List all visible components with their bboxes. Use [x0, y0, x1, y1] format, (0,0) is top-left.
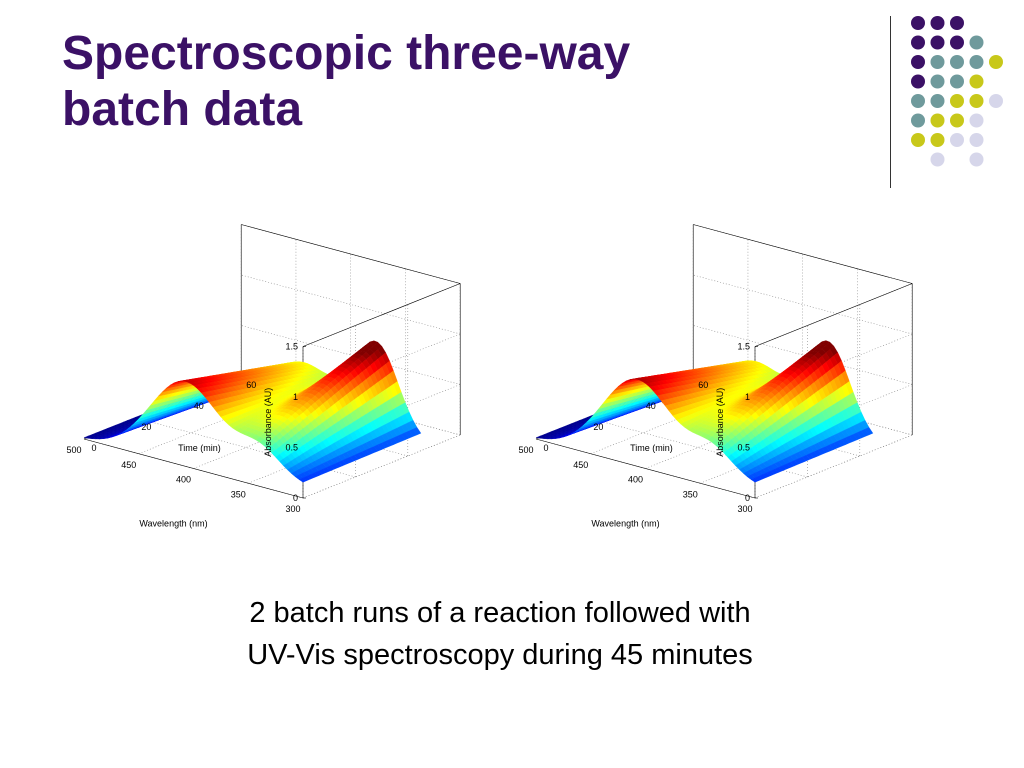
- decorative-dot: [950, 133, 964, 147]
- decorative-dot: [930, 152, 945, 167]
- x-tick-label: 400: [176, 475, 191, 485]
- y-tick-label: 40: [194, 401, 204, 411]
- decorative-dot: [969, 35, 984, 50]
- slide-title-line-1: Spectroscopic three-way: [62, 27, 631, 80]
- caption-line-1: 2 batch runs of a reaction followed with: [249, 597, 751, 629]
- z-tick-label: 1.5: [737, 342, 750, 352]
- x-tick-label: 400: [628, 475, 643, 485]
- z-axis-title: Absorbance (AU): [263, 388, 273, 457]
- decorative-dot: [911, 35, 925, 50]
- y-axis-title: Time (min): [630, 443, 673, 453]
- decorative-dot: [950, 113, 964, 128]
- decorative-dot: [969, 133, 984, 147]
- decorative-dot: [969, 74, 984, 89]
- x-axis-line: [83, 438, 304, 499]
- y-tick-label: 0: [91, 443, 96, 453]
- decorative-dot: [930, 94, 945, 108]
- y-axis-title: Time (min): [178, 443, 221, 453]
- decorative-dot: [969, 113, 984, 128]
- decorative-dot: [989, 55, 1003, 69]
- decorative-dot: [911, 113, 925, 128]
- decorative-dot: [911, 74, 925, 89]
- x-tick-label: 300: [737, 504, 752, 514]
- absorbance-surface: [83, 340, 422, 483]
- box-edge: [693, 224, 913, 284]
- surface-plot-batch-1: 0 0.5 1 1.5 300 350 400 450 500 0 20 40 60 Wavelength…: [48, 200, 518, 545]
- decorative-dot: [950, 55, 964, 69]
- grid-line: [693, 274, 913, 335]
- z-axis-title: Absorbance (AU): [715, 388, 725, 457]
- decorative-dot: [930, 16, 945, 30]
- z-tick-label: 0: [745, 493, 750, 503]
- decorative-dot: [969, 94, 984, 108]
- box-edge: [241, 224, 461, 284]
- surface-plot-2-svg: 0 0.5 1 1.5 300 350 400 450 500 0 20 40 60 Wavelength…: [518, 224, 913, 529]
- y-tick-label: 60: [246, 380, 256, 390]
- y-tick-label: 20: [593, 422, 603, 432]
- z-tick-label: 0.5: [737, 443, 750, 453]
- x-axis-line: [535, 438, 756, 499]
- decorative-dot: [911, 16, 925, 30]
- y-tick-label: 20: [141, 422, 151, 432]
- decorative-dot-grid: [911, 16, 1003, 167]
- decorative-dot: [911, 133, 925, 147]
- decorative-dot: [930, 35, 945, 50]
- absorbance-surface: [535, 340, 874, 483]
- box-edge: [302, 283, 461, 347]
- x-tick-label: 500: [518, 445, 533, 455]
- surface-plot-batch-2: 0 0.5 1 1.5 300 350 400 450 500 0 20 40 60 Wavelength…: [500, 200, 970, 545]
- x-tick-label: 300: [285, 504, 300, 514]
- slide-title: Spectroscopic three-way batch data: [62, 26, 762, 138]
- caption-line-2: UV-Vis spectroscopy during 45 minutes: [247, 639, 753, 671]
- tick-labels: 0 0.5 1 1.5 300 350 400 450 500 0 20 40 60 Wavelength…: [518, 342, 752, 529]
- slide-title-line-2: batch data: [62, 83, 303, 136]
- z-tick-label: 0: [293, 493, 298, 503]
- decorative-dot: [969, 152, 984, 167]
- decorative-dot: [911, 55, 925, 69]
- grid-line: [241, 325, 461, 385]
- decorative-dot: [930, 55, 945, 69]
- grid-line: [588, 417, 808, 478]
- box-edge: [754, 283, 913, 347]
- x-tick-label: 450: [573, 460, 588, 470]
- grid-line: [693, 325, 913, 385]
- x-tick-label: 350: [231, 489, 246, 499]
- decorative-divider: [890, 16, 891, 188]
- x-tick-label: 350: [683, 489, 698, 499]
- decorative-dot: [950, 74, 964, 89]
- decorative-dot: [950, 16, 964, 30]
- z-tick-label: 1: [745, 392, 750, 402]
- z-tick-label: 0.5: [285, 443, 298, 453]
- surface-plot-1-svg: 0 0.5 1 1.5 300 350 400 450 500 0 20 40 60 Wavelength…: [66, 224, 461, 529]
- z-tick-label: 1.5: [285, 342, 298, 352]
- surface-cell: [298, 477, 308, 483]
- grid-line: [136, 417, 356, 478]
- grid-line: [241, 274, 461, 335]
- y-tick-label: 40: [646, 401, 656, 411]
- decorative-dot: [930, 74, 945, 89]
- x-axis-title: Wavelength (nm): [139, 519, 207, 529]
- x-tick-label: 450: [121, 460, 136, 470]
- decorative-dot: [950, 94, 964, 108]
- decorative-dot: [969, 55, 984, 69]
- x-axis-title: Wavelength (nm): [591, 519, 659, 529]
- y-tick-label: 60: [698, 380, 708, 390]
- decorative-dot: [930, 113, 945, 128]
- decorative-dot: [911, 94, 925, 108]
- slide-caption: 2 batch runs of a reaction followed with…: [150, 592, 850, 676]
- decorative-dot: [930, 133, 945, 147]
- z-tick-label: 1: [293, 392, 298, 402]
- surface-cell: [750, 477, 760, 483]
- tick-labels: 0 0.5 1 1.5 300 350 400 450 500 0 20 40 60 Wavelength…: [66, 342, 300, 529]
- y-tick-label: 0: [543, 443, 548, 453]
- grid-line: [302, 434, 461, 499]
- grid-line: [754, 434, 913, 499]
- decorative-dot: [989, 94, 1003, 108]
- decorative-dot: [950, 35, 964, 50]
- x-tick-label: 500: [66, 445, 81, 455]
